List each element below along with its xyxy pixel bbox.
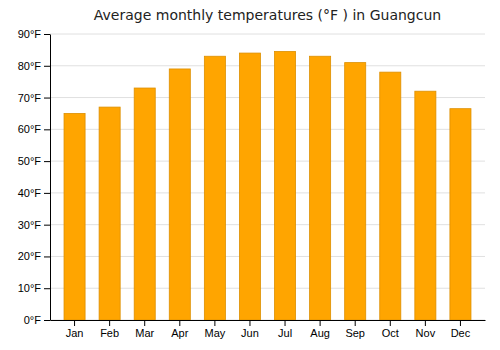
title: Average monthly temperatures (°F ) in Gu… xyxy=(94,7,441,23)
tick-label: Apr xyxy=(171,327,188,339)
tick: 20°F xyxy=(18,250,50,262)
tick: May xyxy=(204,320,225,339)
tick: Aug xyxy=(310,320,330,339)
tick: Dec xyxy=(451,320,471,339)
tick-mark xyxy=(44,98,50,99)
tick-mark xyxy=(44,129,50,130)
tick: 30°F xyxy=(18,219,50,231)
tick-mark xyxy=(460,320,461,326)
bar xyxy=(134,88,155,320)
tick-mark xyxy=(44,288,50,289)
tick-label: Dec xyxy=(451,327,471,339)
bar xyxy=(380,72,401,320)
tick: Nov xyxy=(416,320,436,339)
tick-mark xyxy=(144,320,145,326)
tick-mark xyxy=(74,320,75,326)
grid-line xyxy=(50,65,485,66)
tick: 60°F xyxy=(18,123,50,135)
tick: 80°F xyxy=(18,60,50,72)
tick: Oct xyxy=(382,320,399,339)
tick-mark xyxy=(320,320,321,326)
tick: 40°F xyxy=(18,187,50,199)
bar xyxy=(275,51,296,320)
tick-mark xyxy=(44,66,50,67)
axis-line xyxy=(50,35,51,321)
tick-label: Aug xyxy=(310,327,330,339)
bars xyxy=(64,51,471,320)
tick-mark xyxy=(44,225,50,226)
tick: Feb xyxy=(100,320,119,339)
tick-label: May xyxy=(204,327,225,339)
tick-label: Mar xyxy=(135,327,154,339)
tick-mark xyxy=(285,320,286,326)
bar xyxy=(415,91,436,320)
grid xyxy=(50,34,485,320)
tick: Mar xyxy=(135,320,154,339)
tick: Jul xyxy=(278,320,292,339)
y-axis: 0°F 10°F 20°F 30°F 40°F 50°F 60°F 70°F 80°F 90°F xyxy=(18,28,51,326)
tick-mark xyxy=(425,320,426,326)
tick-label: Oct xyxy=(382,327,399,339)
tick-label: 10°F xyxy=(18,282,42,294)
tick: 10°F xyxy=(18,282,50,294)
tick: 70°F xyxy=(18,92,50,104)
tick-mark xyxy=(390,320,391,326)
tick-mark xyxy=(179,320,180,326)
bar xyxy=(64,113,85,320)
tick-label: 80°F xyxy=(18,60,42,72)
tick-mark xyxy=(44,193,50,194)
tick-label: 70°F xyxy=(18,92,42,104)
bar xyxy=(450,109,471,320)
tick-label: Jul xyxy=(278,327,292,339)
tick: Sep xyxy=(345,320,365,339)
tick: 90°F xyxy=(18,28,50,40)
tick-label: 90°F xyxy=(18,28,42,40)
tick: 0°F xyxy=(24,314,50,326)
tick-label: 50°F xyxy=(18,155,42,167)
tick-label: 40°F xyxy=(18,187,42,199)
tick-mark xyxy=(214,320,215,326)
bar xyxy=(239,53,260,320)
tick: Jun xyxy=(241,320,259,339)
tick-label: Sep xyxy=(345,327,365,339)
tick-mark xyxy=(44,161,50,162)
tick-label: Jan xyxy=(66,327,84,339)
tick-mark xyxy=(44,320,50,321)
tick-mark xyxy=(44,256,50,257)
tick-mark xyxy=(355,320,356,326)
axis-line xyxy=(51,320,486,321)
tick-mark xyxy=(44,34,50,35)
x-axis: Jan Feb Mar Apr May Jun Jul Aug Sep Oct Nov Dec xyxy=(51,320,486,339)
bar xyxy=(169,69,190,320)
tick: 50°F xyxy=(18,155,50,167)
tick: Apr xyxy=(171,320,188,339)
tick-label: Nov xyxy=(416,327,436,339)
tick-label: Jun xyxy=(241,327,259,339)
tick-label: Feb xyxy=(100,327,119,339)
tick: Jan xyxy=(66,320,84,339)
bar xyxy=(99,107,120,320)
plot: Jan Feb Mar Apr May Jun Jul Aug Sep Oct Nov Dec 0°F 1… xyxy=(18,28,486,339)
tick-label: 30°F xyxy=(18,219,42,231)
bar xyxy=(204,56,225,320)
bar xyxy=(310,56,331,320)
tick-mark xyxy=(249,320,250,326)
tick-label: 60°F xyxy=(18,123,42,135)
grid-line xyxy=(50,34,485,35)
tick-label: 20°F xyxy=(18,250,42,262)
chart: Jan Feb Mar Apr May Jun Jul Aug Sep Oct Nov Dec 0°F 1… xyxy=(0,0,500,350)
bar xyxy=(345,63,366,320)
tick-label: 0°F xyxy=(24,314,42,326)
tick-mark xyxy=(109,320,110,326)
